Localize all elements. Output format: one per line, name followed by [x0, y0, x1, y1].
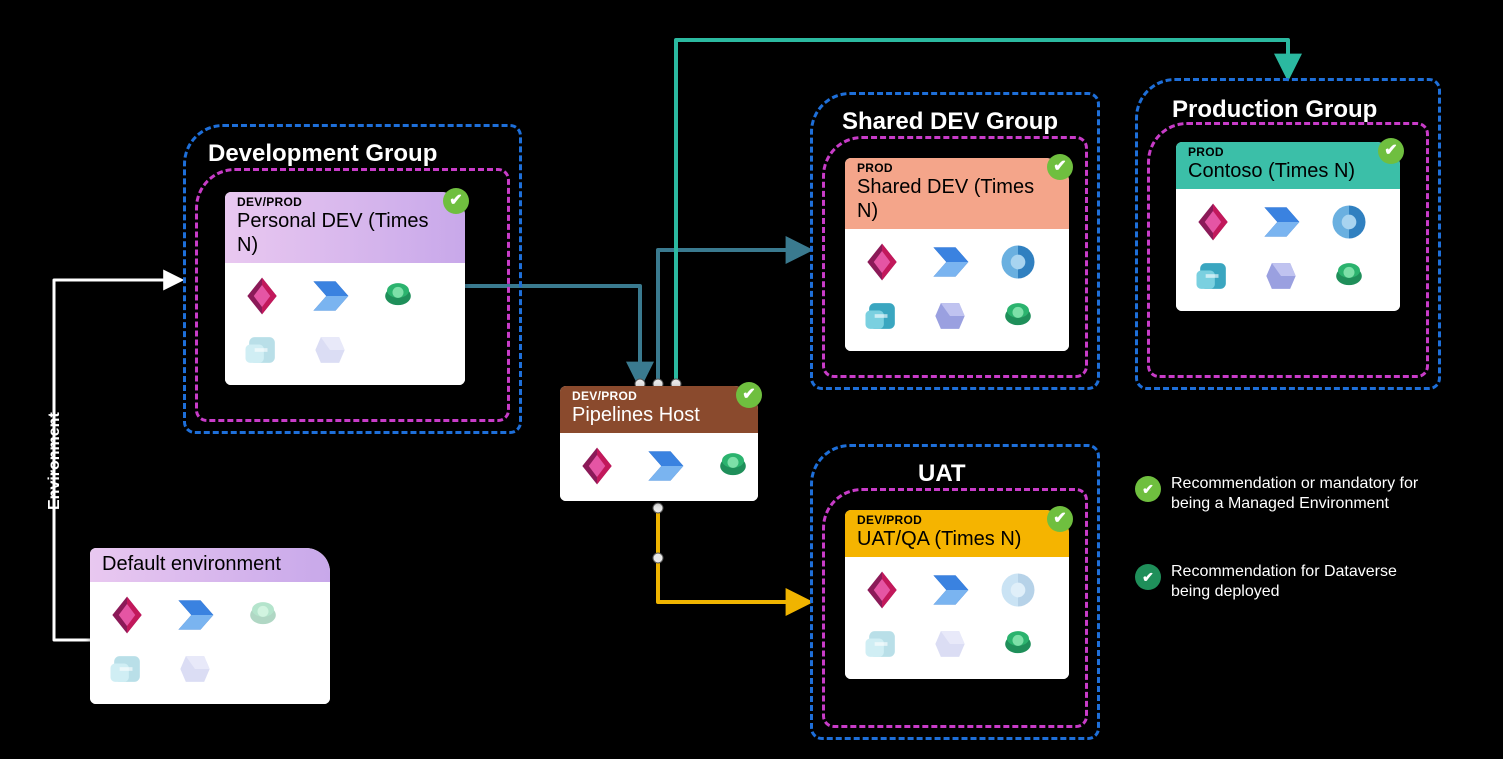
powerautomate-icon [305, 273, 355, 319]
card-pipelines-header: DEV/PRODPipelines Host [560, 386, 758, 433]
powerpages-icon [1188, 253, 1238, 299]
card-pipelines-tag: DEV/PROD [572, 390, 748, 403]
connector-dot-icon [653, 553, 663, 563]
card-contoso-tag: PROD [1188, 146, 1390, 159]
card-pipelines-body [560, 433, 758, 501]
environment-label: Environment [46, 412, 64, 510]
powerbi-faded-icon [993, 567, 1043, 613]
powerapps-icon [572, 443, 622, 489]
powerpages-faded-icon [857, 621, 907, 667]
card-default_env: Default environment [90, 548, 330, 704]
group-uat-title: UAT [918, 460, 966, 488]
legend-managed-text: Recommendation or mandatory for being a … [1171, 474, 1435, 514]
copilot-faded-icon [170, 646, 220, 692]
card-contoso-header: PRODContoso (Times N) [1176, 142, 1400, 189]
legend-dataverse-badge-icon: ✔ [1135, 564, 1161, 590]
powerpages-faded-icon [102, 646, 152, 692]
card-default_env-title: Default environment [102, 552, 320, 576]
legend-dataverse: ✔ Recommendation for Dataverse being depl… [1135, 562, 1435, 602]
powerautomate-icon [925, 567, 975, 613]
connector-dot-icon [653, 503, 663, 513]
managed-env-badge-icon: ✔ [1047, 154, 1073, 180]
card-personal_dev-header: DEV/PRODPersonal DEV (Times N) [225, 192, 465, 263]
powerautomate-icon [170, 592, 220, 638]
powerbi-icon [1324, 199, 1374, 245]
card-pipelines: DEV/PRODPipelines Host✔ [560, 386, 758, 501]
card-personal_dev: DEV/PRODPersonal DEV (Times N)✔ [225, 192, 465, 385]
card-uat_qa-title: UAT/QA (Times N) [857, 527, 1059, 551]
legend-dataverse-text: Recommendation for Dataverse being deplo… [1171, 562, 1435, 602]
managed-env-badge-icon: ✔ [1378, 138, 1404, 164]
legend-managed-badge-icon: ✔ [1135, 476, 1161, 502]
dataverse-icon [373, 273, 423, 319]
powerapps-icon [857, 567, 907, 613]
legend-managed: ✔ Recommendation or mandatory for being a… [1135, 474, 1435, 514]
group-dev-title: Development Group [208, 140, 437, 168]
managed-env-badge-icon: ✔ [736, 382, 762, 408]
dataverse-faded-icon [238, 592, 288, 638]
card-personal_dev-title: Personal DEV (Times N) [237, 209, 455, 257]
card-shared_dev-tag: PROD [857, 162, 1059, 175]
powerapps-icon [1188, 199, 1238, 245]
card-shared_dev-body [845, 229, 1069, 351]
dataverse-icon [708, 443, 758, 489]
card-shared_dev-title: Shared DEV (Times N) [857, 175, 1059, 223]
powerapps-icon [857, 239, 907, 285]
arrow-pipelines-to-shared [658, 250, 808, 384]
powerbi-icon [993, 239, 1043, 285]
card-shared_dev: PRODShared DEV (Times N)✔ [845, 158, 1069, 351]
card-uat_qa: DEV/PRODUAT/QA (Times N)✔ [845, 510, 1069, 679]
managed-env-badge-icon: ✔ [443, 188, 469, 214]
card-uat_qa-tag: DEV/PROD [857, 514, 1059, 527]
card-personal_dev-tag: DEV/PROD [237, 196, 455, 209]
group-prod-title: Production Group [1172, 96, 1377, 124]
copilot-faded-icon [925, 621, 975, 667]
card-uat_qa-header: DEV/PRODUAT/QA (Times N) [845, 510, 1069, 557]
powerpages-faded-icon [237, 327, 287, 373]
card-contoso-title: Contoso (Times N) [1188, 159, 1390, 183]
group-shared-title: Shared DEV Group [842, 108, 1058, 136]
powerautomate-icon [640, 443, 690, 489]
dataverse-icon [993, 621, 1043, 667]
card-contoso: PRODContoso (Times N)✔ [1176, 142, 1400, 311]
powerautomate-icon [1256, 199, 1306, 245]
powerautomate-icon [925, 239, 975, 285]
card-default_env-header: Default environment [90, 548, 330, 582]
powerapps-icon [237, 273, 287, 319]
copilot-icon [1256, 253, 1306, 299]
dataverse-icon [993, 293, 1043, 339]
dataverse-icon [1324, 253, 1374, 299]
copilot-faded-icon [305, 327, 355, 373]
arrow-pipelines-to-uat-vert [658, 508, 808, 602]
powerpages-icon [857, 293, 907, 339]
card-uat_qa-body [845, 557, 1069, 679]
card-shared_dev-header: PRODShared DEV (Times N) [845, 158, 1069, 229]
copilot-icon [925, 293, 975, 339]
card-personal_dev-body [225, 263, 465, 385]
card-default_env-body [90, 582, 330, 704]
card-contoso-body [1176, 189, 1400, 311]
card-pipelines-title: Pipelines Host [572, 403, 748, 427]
powerapps-icon [102, 592, 152, 638]
managed-env-badge-icon: ✔ [1047, 506, 1073, 532]
